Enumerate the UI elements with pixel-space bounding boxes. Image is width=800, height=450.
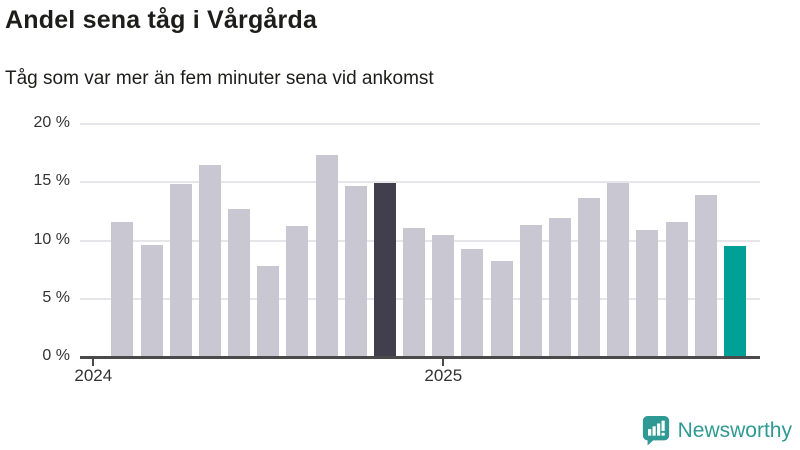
- bar-2025-07: [607, 183, 630, 358]
- x-axis-tick-2025: [442, 359, 445, 366]
- bar-2024-05: [198, 164, 221, 358]
- y-axis-label-10: 10 %: [33, 230, 70, 248]
- bar-2024-03: [140, 245, 163, 358]
- chart-title: Andel sena tåg i Vårgårda: [5, 6, 318, 34]
- y-axis-label-20: 20 %: [33, 114, 70, 131]
- y-axis-label-15: 15 %: [33, 172, 70, 190]
- bar-2025-09: [665, 221, 688, 358]
- y-axis-label-0: 0 %: [42, 347, 70, 364]
- bar-2025-06: [578, 198, 601, 358]
- bar-2025-02: [461, 248, 484, 358]
- x-axis-label-2024: 2024: [74, 366, 113, 385]
- gridline-20: [80, 123, 760, 125]
- bar-2024-10: [344, 185, 367, 358]
- bar-2025-08: [636, 229, 659, 358]
- bar-2024-11: [373, 183, 396, 358]
- bar-2024-06: [228, 208, 251, 358]
- bar-2025-01: [432, 234, 455, 358]
- bar-2024-04: [169, 184, 192, 358]
- bar-2024-09: [315, 155, 338, 358]
- bar-2025-03: [490, 261, 513, 358]
- bar-2024-12: [403, 227, 426, 358]
- brand-name: Newsworthy: [677, 418, 792, 442]
- bar-2025-11: [723, 246, 746, 358]
- gridline-15: [80, 181, 760, 184]
- bar-2025-10: [694, 194, 717, 358]
- plot-area: [80, 123, 762, 358]
- bar-2024-07: [257, 265, 280, 358]
- x-axis-line: [80, 356, 760, 359]
- bar-2024-08: [286, 226, 309, 358]
- y-axis-label-5: 5 %: [42, 288, 70, 306]
- x-axis-label-2025: 2025: [424, 366, 463, 385]
- brand-logo: Newsworthy: [641, 415, 792, 446]
- chart-subtitle: Tåg som var mer än fem minuter sena vid …: [5, 68, 434, 89]
- bar-2025-05: [548, 218, 571, 358]
- x-axis-tick-2024: [92, 359, 95, 366]
- bar-2024-02: [111, 221, 134, 358]
- bar-2025-04: [519, 225, 542, 358]
- newsworthy-logo-icon: [642, 415, 669, 446]
